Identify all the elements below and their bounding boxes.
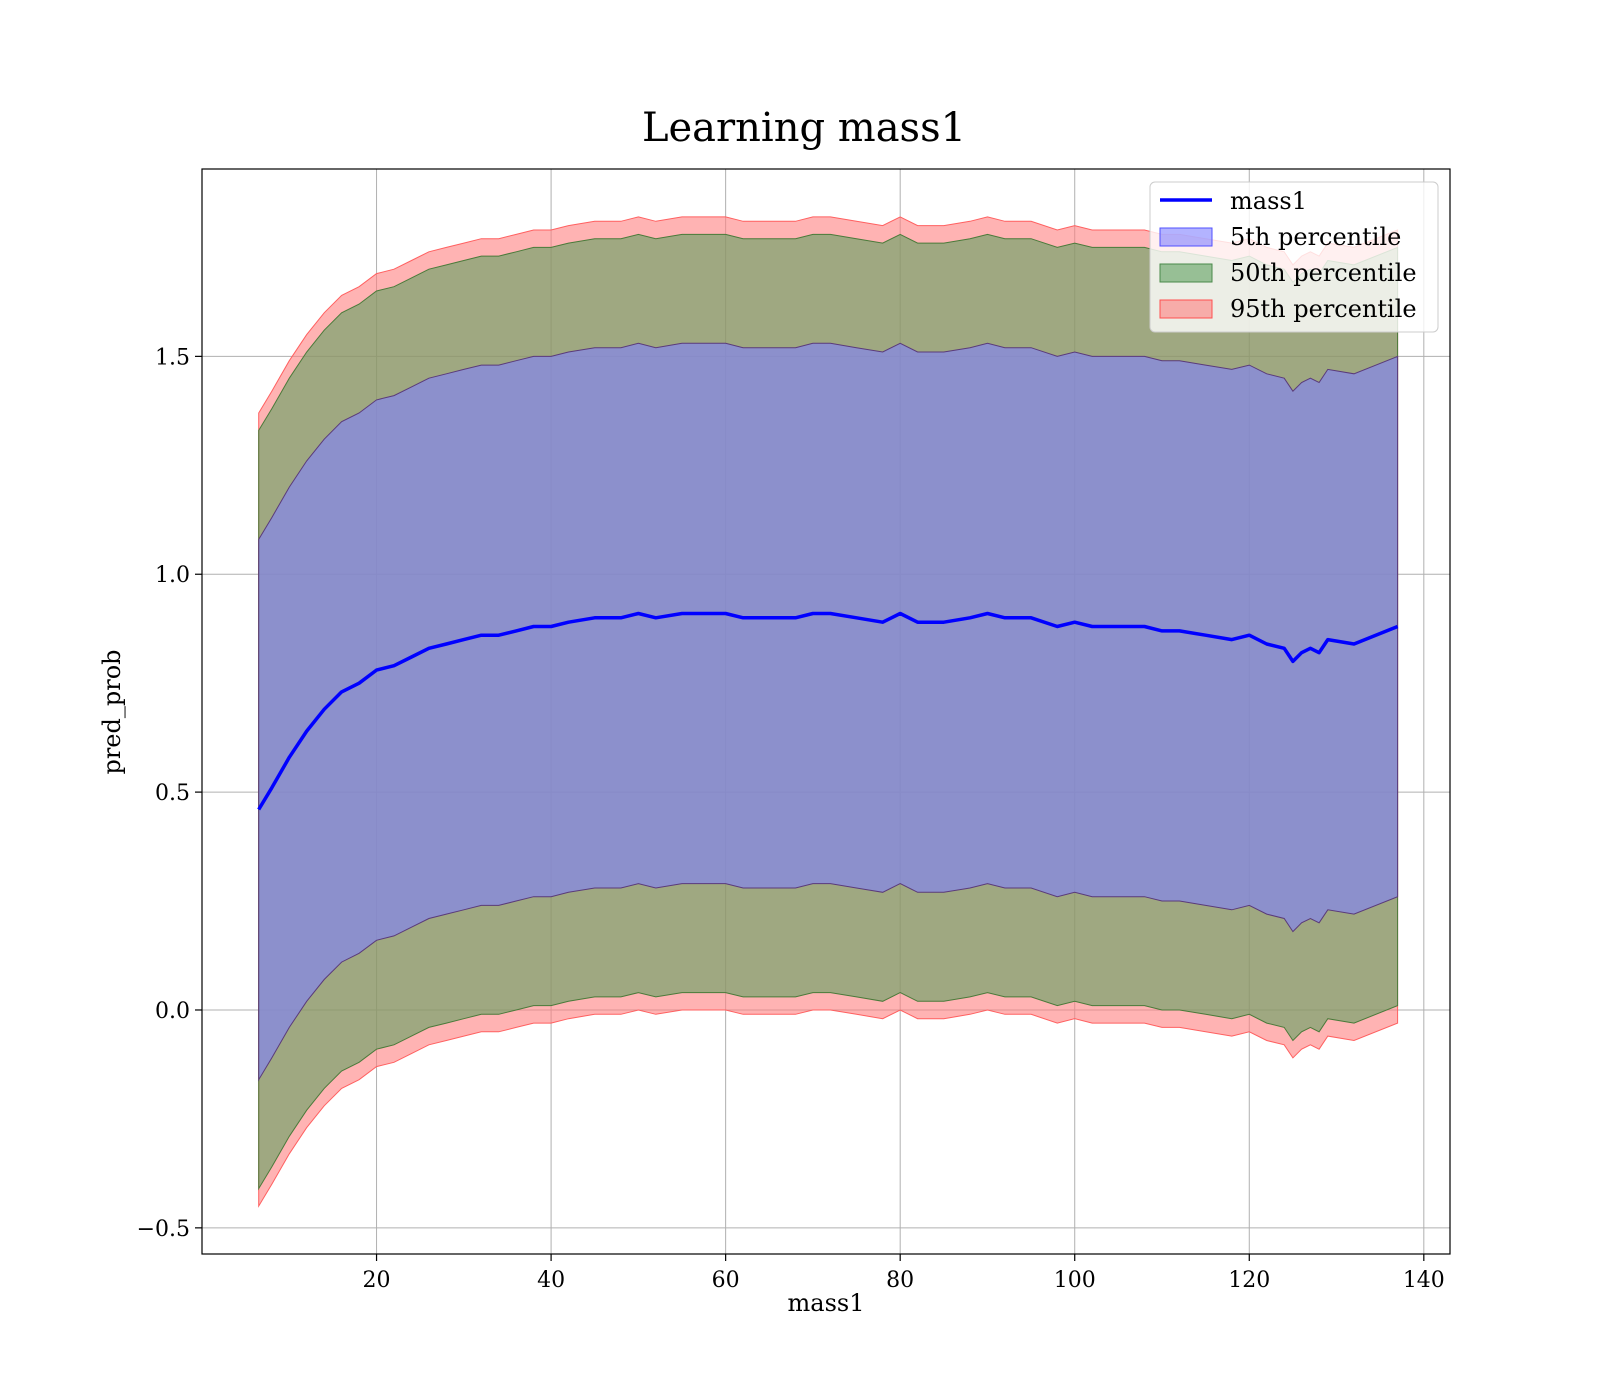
y-tick-label: 0.0 (155, 999, 190, 1024)
x-tick-label: 40 (537, 1268, 565, 1293)
x-axis-label: mass1 (788, 1289, 865, 1317)
band-5th-percentile (258, 342, 1399, 1082)
y-tick-label: −0.5 (137, 1217, 190, 1242)
legend: mass1 5th percentile 50th percentile 95t… (1149, 181, 1439, 333)
x-tick-label: 140 (1403, 1268, 1445, 1293)
legend-swatch-95th (1159, 299, 1213, 319)
legend-box (1149, 181, 1439, 333)
legend-swatch-50th (1159, 263, 1213, 283)
y-tick-label: 1.0 (155, 563, 190, 588)
y-axis: −0.5 0.0 0.5 1.0 1.5 (137, 345, 202, 1242)
plot-frame (201, 168, 1451, 1255)
y-tick-label: 1.5 (155, 345, 190, 370)
plot-area (201, 168, 1451, 1255)
y-axis-label: pred_prob (98, 649, 126, 774)
x-tick-label: 100 (1054, 1268, 1096, 1293)
x-axis: 20 40 60 80 100 120 140 (363, 1254, 1445, 1293)
y-tick-label: 0.5 (155, 781, 190, 806)
x-tick-label: 60 (712, 1268, 740, 1293)
legend-label-95th: 95th percentile (1230, 295, 1417, 323)
x-tick-label: 80 (886, 1268, 914, 1293)
legend-swatch-5th (1159, 227, 1213, 247)
x-tick-label: 20 (363, 1268, 391, 1293)
legend-label-5th: 5th percentile (1230, 223, 1401, 251)
bands-layer (258, 216, 1399, 1208)
chart-title: Learning mass1 (642, 105, 966, 151)
legend-label-50th: 50th percentile (1230, 259, 1417, 287)
legend-label-mass1: mass1 (1230, 187, 1307, 215)
mass1-line (257, 611, 1399, 811)
x-tick-label: 120 (1228, 1268, 1270, 1293)
